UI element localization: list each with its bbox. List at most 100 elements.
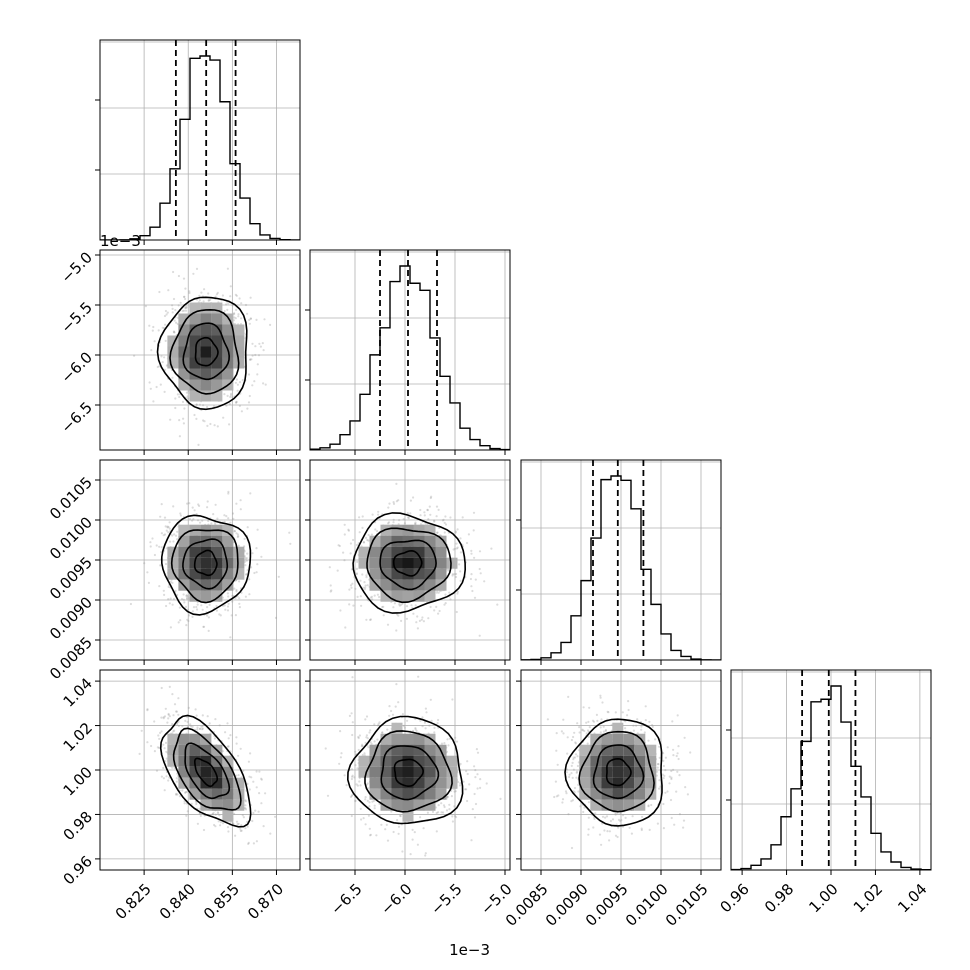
- scatter-point: [182, 309, 186, 312]
- scatter-point: [175, 792, 178, 796]
- density-cell: [200, 302, 212, 314]
- scatter-point: [437, 508, 440, 511]
- density-cell: [211, 546, 223, 558]
- scatter-point: [466, 799, 469, 803]
- panel-1-0: [95, 249, 301, 455]
- scatter-point: [163, 715, 167, 718]
- panel-0-0: [95, 39, 301, 245]
- density-cell: [424, 590, 436, 602]
- density-cell: [369, 777, 381, 789]
- scatter-point: [390, 709, 393, 713]
- scatter-point: [446, 738, 449, 741]
- scatter-point: [444, 515, 447, 518]
- scatter-point: [237, 544, 240, 547]
- density-cell: [424, 744, 436, 756]
- scatter-point: [422, 827, 425, 830]
- scatter-point: [240, 829, 243, 832]
- scatter-point: [146, 741, 149, 744]
- scatter-point: [254, 353, 257, 357]
- density-cell: [211, 535, 223, 547]
- scatter-point: [208, 603, 211, 607]
- scatter-point: [429, 513, 432, 516]
- scatter-point: [365, 715, 369, 718]
- scatter-point: [162, 589, 165, 592]
- scatter-point: [449, 516, 452, 519]
- scatter-point: [202, 300, 205, 303]
- density-cell: [233, 324, 245, 336]
- scatter-point: [167, 712, 170, 716]
- scatter-point: [288, 531, 291, 534]
- density-cell: [391, 733, 403, 745]
- scatter-point: [184, 791, 187, 794]
- scatter-point: [164, 562, 168, 566]
- scatter-point: [206, 424, 209, 427]
- contour-line: [182, 322, 231, 381]
- scatter-point: [167, 531, 170, 534]
- density-cell: [222, 579, 234, 591]
- scatter-point: [442, 518, 445, 521]
- scatter-point: [151, 537, 154, 540]
- scatter-point: [202, 625, 205, 629]
- scatter-point: [176, 538, 179, 541]
- panel-frame: [309, 249, 511, 451]
- scatter-point: [365, 736, 368, 739]
- scatter-point: [387, 506, 390, 509]
- scatter-point: [448, 737, 451, 740]
- density-cell: [391, 557, 403, 569]
- scatter-point: [201, 728, 204, 731]
- density-cell: [380, 766, 392, 778]
- scatter-point: [227, 302, 230, 305]
- scatter-point: [219, 614, 222, 617]
- scatter-point: [231, 822, 234, 825]
- scatter-point: [244, 303, 248, 307]
- scatter-point: [236, 535, 239, 539]
- scatter-point: [343, 533, 346, 536]
- scatter-point: [251, 354, 254, 357]
- scatter-point: [214, 825, 217, 828]
- scatter-point: [207, 299, 211, 302]
- scatter-point: [190, 802, 193, 805]
- density-cell: [369, 755, 381, 767]
- density-cell: [424, 557, 436, 569]
- scatter-point: [129, 602, 132, 606]
- scatter-point: [239, 747, 242, 750]
- scatter-point: [173, 533, 176, 536]
- scatter-point: [240, 317, 243, 320]
- scatter-point: [176, 722, 179, 726]
- density-cell: [380, 788, 392, 800]
- scatter-point: [435, 515, 438, 518]
- scatter-point: [433, 731, 436, 734]
- x-tick-label: 0.855: [200, 880, 243, 923]
- density-cell: [211, 302, 223, 314]
- density-cell: [222, 788, 234, 800]
- scatter-point: [364, 718, 367, 721]
- scatter-point: [453, 790, 456, 793]
- density-cell: [167, 568, 179, 580]
- scatter-point: [456, 528, 459, 531]
- scatter-point: [236, 389, 239, 392]
- scatter-point: [264, 792, 267, 795]
- scatter-point: [424, 854, 427, 857]
- scatter-point: [456, 592, 459, 595]
- scatter-point: [421, 716, 424, 719]
- density-cell: [200, 766, 212, 778]
- scatter-point: [163, 516, 167, 519]
- scatter-point: [172, 330, 175, 333]
- scatter-point: [385, 823, 388, 827]
- scatter-point: [412, 729, 415, 733]
- density-cell: [391, 744, 403, 756]
- panel-content: [310, 250, 510, 450]
- density-cell: [200, 313, 212, 325]
- scatter-point: [351, 582, 354, 585]
- scatter-point: [202, 828, 206, 832]
- scatter-point: [199, 521, 202, 524]
- scatter-point: [224, 731, 227, 734]
- scatter-point: [227, 595, 230, 598]
- scatter-point: [435, 591, 438, 594]
- contour-line: [172, 727, 242, 811]
- scatter-point: [466, 772, 469, 776]
- scatter-point: [147, 581, 150, 585]
- scatter-point: [140, 729, 143, 732]
- scatter-point: [392, 606, 395, 609]
- density-cell: [391, 777, 403, 789]
